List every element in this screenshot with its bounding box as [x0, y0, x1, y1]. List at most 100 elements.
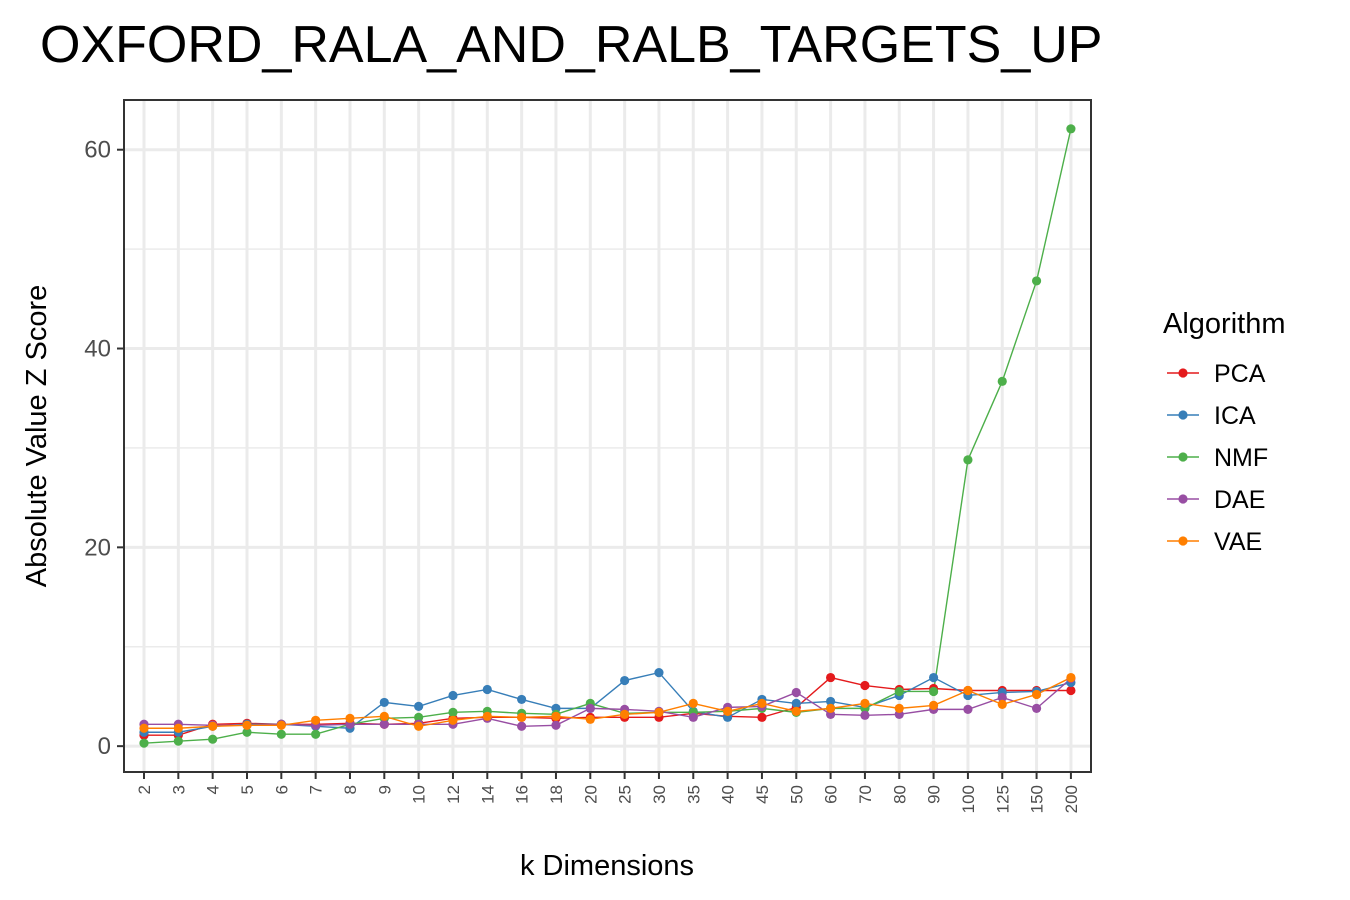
x-tick-label: 8: [341, 785, 360, 794]
data-point-pca: [757, 712, 767, 722]
x-tick-label: 16: [513, 785, 532, 804]
data-point-vae: [791, 706, 801, 716]
legend-label-dae: DAE: [1214, 486, 1265, 514]
legend-key-point-nmf: [1178, 452, 1188, 462]
x-tick-label: 5: [238, 785, 257, 794]
panel-background: [124, 100, 1091, 772]
x-tick-label: 50: [787, 785, 806, 804]
data-point-dae: [860, 710, 870, 720]
data-point-dae: [551, 720, 561, 730]
legend-title: Algorithm: [1163, 308, 1286, 340]
data-point-ica: [791, 698, 801, 709]
data-point-nmf: [1066, 124, 1076, 134]
legend-label-pca: PCA: [1214, 360, 1266, 388]
legend-label-ica: ICA: [1214, 402, 1256, 430]
data-point-vae: [482, 711, 492, 721]
data-point-nmf: [894, 686, 904, 697]
x-tick-label: 6: [272, 785, 291, 794]
x-tick-label: 70: [856, 785, 875, 804]
data-point-ica: [482, 684, 492, 695]
data-point-nmf: [276, 729, 286, 739]
data-point-ica: [379, 697, 389, 708]
data-point-dae: [688, 712, 698, 722]
data-point-vae: [551, 711, 561, 721]
y-tick-label: 0: [98, 733, 111, 760]
panel-border-rect: [123, 99, 1092, 773]
x-tick-label: 10: [410, 785, 429, 804]
plot-panel: [124, 100, 1091, 772]
x-axis: 2 3 4 5 6 7 8 9 10 12 14 16 18 20 25 30 35 40 45 50 60 70 80 90…: [135, 772, 1081, 813]
data-point-vae: [860, 698, 870, 709]
x-tick-label: 4: [204, 785, 223, 794]
data-point-vae: [139, 723, 149, 733]
x-tick-label: 7: [307, 785, 326, 794]
data-point-vae: [379, 711, 389, 721]
series-line-vae: [144, 676, 1072, 729]
x-axis-title: k Dimensions: [520, 850, 694, 882]
data-point-ica: [517, 694, 527, 705]
series-points: [139, 124, 1076, 748]
x-tick-label: 125: [993, 785, 1012, 813]
data-point-pca: [860, 680, 870, 691]
y-tick-label: 40: [84, 336, 111, 363]
data-point-vae: [1031, 689, 1042, 700]
legend-key-point-vae: [1178, 536, 1188, 546]
data-point-ica: [448, 690, 458, 701]
data-point-nmf: [997, 376, 1007, 386]
x-tick-label: 14: [478, 785, 497, 804]
x-tick-label: 35: [684, 785, 703, 804]
data-point-dae: [791, 687, 801, 698]
data-point-dae: [997, 692, 1007, 703]
data-point-vae: [620, 709, 630, 719]
data-point-ica: [654, 667, 664, 678]
data-point-nmf: [139, 738, 149, 748]
x-tick-label: 200: [1062, 785, 1081, 813]
data-point-ica: [620, 675, 630, 686]
x-tick-label: 100: [959, 785, 978, 813]
data-point-vae: [311, 715, 321, 725]
data-point-dae: [585, 703, 595, 713]
data-point-vae: [997, 699, 1007, 710]
plot-border: [123, 99, 1092, 773]
x-tick-label: 30: [650, 785, 669, 804]
data-point-dae: [379, 719, 389, 729]
x-tick-label: 9: [375, 785, 394, 794]
data-point-ica: [826, 696, 836, 707]
data-point-vae: [173, 723, 183, 733]
data-point-vae: [757, 698, 767, 709]
data-point-vae: [242, 720, 252, 730]
x-tick-label: 40: [719, 785, 738, 804]
x-tick-label: 20: [581, 785, 600, 804]
series-lines: [143, 128, 1072, 744]
data-point-vae: [585, 714, 595, 724]
x-tick-label: 18: [547, 785, 566, 804]
x-tick-label: 2: [135, 785, 154, 794]
legend-key-point-pca: [1178, 368, 1188, 378]
data-point-nmf: [414, 712, 424, 722]
data-point-vae: [826, 703, 836, 713]
data-point-pca: [1066, 685, 1076, 696]
data-point-nmf: [928, 686, 939, 697]
data-point-vae: [723, 706, 733, 716]
x-tick-label: 80: [890, 785, 909, 804]
data-point-vae: [276, 720, 286, 730]
legend-key-point-ica: [1178, 410, 1188, 420]
data-point-vae: [894, 703, 904, 713]
y-axis-title: Absolute Value Z Score: [21, 285, 53, 588]
chart-title: OXFORD_RALA_AND_RALB_TARGETS_UP: [40, 16, 1102, 74]
data-point-vae: [208, 721, 218, 731]
x-tick-label: 60: [822, 785, 841, 804]
x-tick-label: 90: [925, 785, 944, 804]
data-point-nmf: [208, 734, 218, 744]
data-point-pca: [826, 672, 836, 683]
y-tick-label: 60: [84, 137, 111, 164]
data-point-vae: [928, 700, 939, 710]
data-point-ica: [928, 672, 939, 683]
legend-label-nmf: NMF: [1214, 444, 1268, 472]
data-point-nmf: [963, 455, 973, 465]
data-point-nmf: [1031, 276, 1042, 286]
data-point-vae: [345, 713, 355, 723]
y-axis: 0 20 40 60: [84, 137, 124, 760]
data-point-dae: [963, 704, 973, 714]
